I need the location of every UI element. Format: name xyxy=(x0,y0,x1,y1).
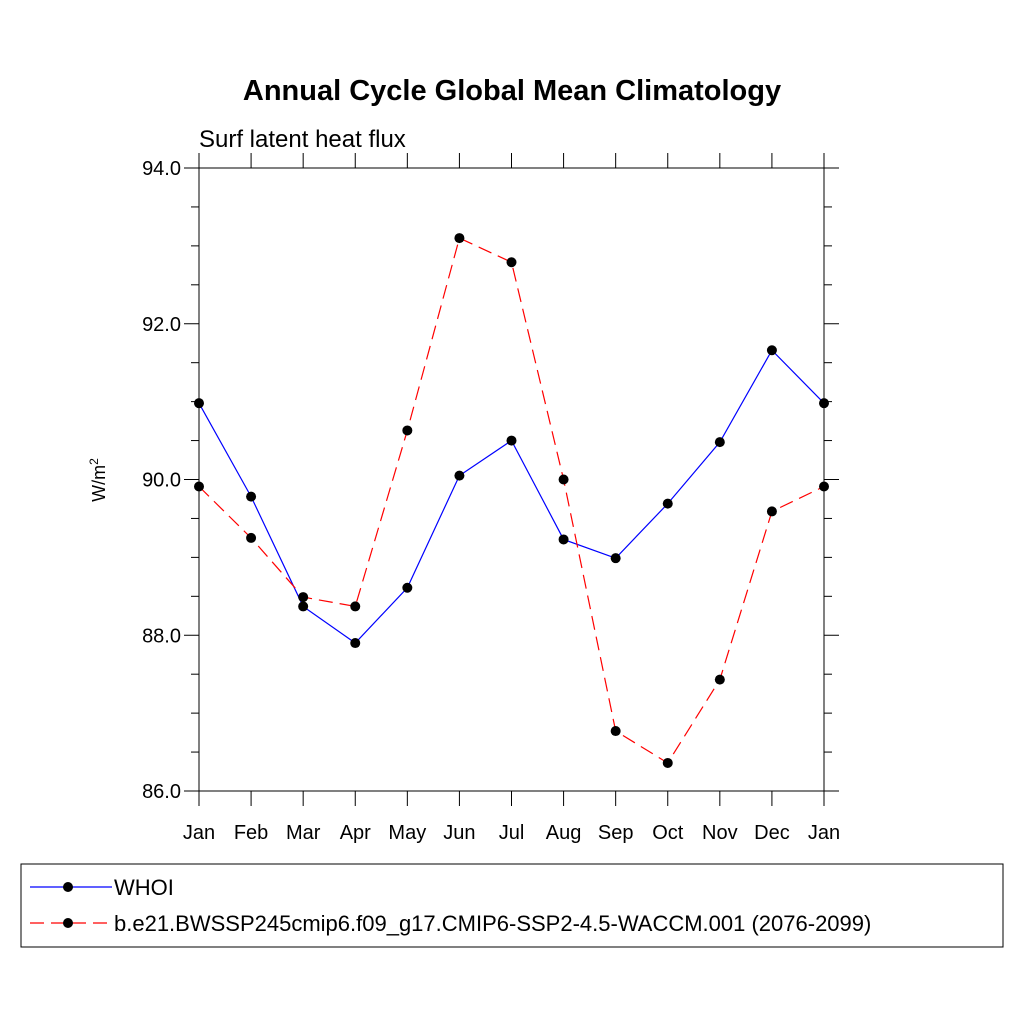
data-point xyxy=(558,534,569,545)
y-axis-label: W/m2 xyxy=(87,458,109,502)
data-point xyxy=(350,638,361,649)
data-point xyxy=(558,474,569,485)
data-point xyxy=(610,726,621,737)
series-0 xyxy=(194,345,829,649)
legend-label: b.e21.BWSSP245cmip6.f09_g17.CMIP6-SSP2-4… xyxy=(114,911,871,936)
data-point xyxy=(246,491,257,502)
x-tick-label: Oct xyxy=(652,822,684,844)
data-point xyxy=(350,601,361,612)
data-point xyxy=(714,437,725,448)
x-tick-label: Jan xyxy=(808,822,840,844)
x-tick-label: May xyxy=(388,822,426,844)
chart-subtitle: Surf latent heat flux xyxy=(199,126,406,153)
x-tick-label: Mar xyxy=(286,822,321,844)
data-point xyxy=(610,553,621,564)
x-tick-label: Apr xyxy=(340,822,371,844)
y-tick-label: 92.0 xyxy=(142,314,181,336)
x-tick-label: Nov xyxy=(702,822,738,844)
legend-entry-1: b.e21.BWSSP245cmip6.f09_g17.CMIP6-SSP2-4… xyxy=(30,911,871,936)
y-tick-label: 90.0 xyxy=(142,470,181,492)
data-point xyxy=(766,345,777,356)
legend: WHOI b.e21.BWSSP245cmip6.f09_g17.CMIP6-SS… xyxy=(30,875,871,936)
x-tick-labels: Jan Feb Mar Apr May Jun Jul Aug Sep Oct Nov Dec Jan xyxy=(183,822,840,844)
data-point xyxy=(454,233,465,244)
data-point xyxy=(194,398,204,409)
data-point xyxy=(662,757,673,768)
x-tick-label: Feb xyxy=(234,822,268,844)
y-tick-label: 86.0 xyxy=(142,781,181,803)
axis-ticks xyxy=(184,153,839,806)
x-tick-label: Aug xyxy=(546,822,582,844)
x-tick-label: Sep xyxy=(598,822,634,844)
data-point xyxy=(454,470,465,481)
plot-frame xyxy=(198,167,825,792)
series-line xyxy=(198,237,825,764)
data-point xyxy=(402,425,413,436)
legend-entry-0: WHOI xyxy=(30,875,174,900)
chart-title: Annual Cycle Global Mean Climatology xyxy=(243,75,781,107)
legend-marker xyxy=(63,918,73,928)
data-point xyxy=(506,257,517,268)
x-tick-label: Dec xyxy=(754,822,790,844)
y-axis-label-superscript: 2 xyxy=(87,458,101,465)
data-point xyxy=(766,506,777,517)
legend-box xyxy=(20,863,1004,948)
data-point xyxy=(819,398,829,409)
data-point xyxy=(298,601,309,612)
legend-marker xyxy=(63,882,73,892)
series-line xyxy=(198,349,825,644)
data-point xyxy=(402,582,413,593)
x-tick-label: Jun xyxy=(443,822,475,844)
y-tick-label: 88.0 xyxy=(142,625,181,647)
y-tick-labels: 86.0 88.0 90.0 92.0 94.0 xyxy=(142,158,181,803)
y-axis-label-base: W/m xyxy=(89,465,109,502)
series-1 xyxy=(194,233,829,768)
x-tick-label: Jul xyxy=(499,822,525,844)
data-point xyxy=(714,674,725,685)
data-point xyxy=(662,498,673,509)
legend-label: WHOI xyxy=(114,875,174,900)
data-point xyxy=(506,435,517,446)
x-tick-label: Jan xyxy=(183,822,215,844)
data-point xyxy=(194,481,204,492)
y-tick-label: 94.0 xyxy=(142,158,181,180)
series-layer xyxy=(194,233,829,768)
data-point xyxy=(819,481,829,492)
data-point xyxy=(298,592,309,603)
data-point xyxy=(246,532,257,543)
